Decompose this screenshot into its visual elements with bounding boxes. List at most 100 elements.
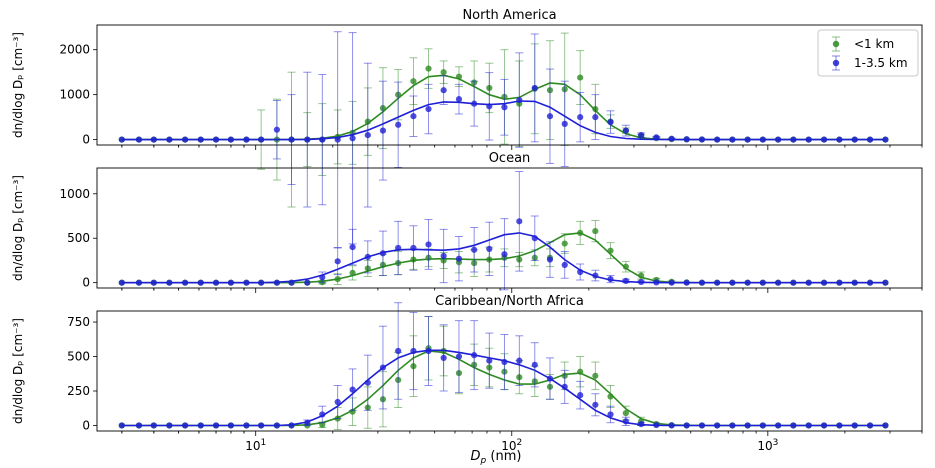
data-point: [653, 134, 660, 141]
data-point: [334, 136, 341, 143]
y-tick-label: 0: [82, 418, 90, 432]
data-point: [486, 245, 493, 252]
data-point: [638, 278, 645, 286]
data-point: [243, 136, 250, 143]
data-point: [150, 136, 157, 143]
data-point: [698, 422, 706, 429]
legend-box: [817, 29, 919, 77]
y-tick-label: 500: [67, 231, 90, 245]
panel-2: Ocean 0 500 1000 dn/dlog Dₚ [cm⁻³]: [11, 151, 923, 293]
data-point: [607, 393, 614, 400]
data-point: [349, 244, 356, 251]
data-point: [243, 279, 250, 286]
data-point: [455, 96, 463, 103]
data-point: [592, 401, 599, 408]
data-point: [395, 244, 402, 252]
data-point: [531, 84, 538, 92]
series-1-3-5km: [118, 171, 889, 291]
data-point: [486, 357, 493, 364]
y-tick-label: 250: [67, 384, 90, 398]
data-point: [744, 279, 751, 286]
data-point: [851, 422, 858, 429]
legend-marker: [832, 40, 840, 48]
data-point: [334, 276, 341, 283]
data-point: [577, 74, 584, 81]
data-point: [455, 353, 463, 360]
data-point: [592, 114, 599, 121]
data-point: [410, 244, 417, 252]
data-point: [607, 247, 614, 254]
data-point: [607, 118, 614, 126]
data-point: [714, 279, 721, 286]
axes-frame: [96, 167, 923, 289]
data-point: [805, 279, 812, 286]
data-point: [638, 132, 645, 139]
data-point: [866, 279, 874, 286]
legend: <1 km 1-3.5 km: [817, 29, 919, 77]
data-point: [258, 136, 265, 143]
data-point: [197, 422, 204, 429]
data-point: [197, 279, 204, 286]
data-point: [501, 358, 508, 366]
data-point: [182, 422, 189, 429]
data-point: [851, 136, 858, 143]
data-point: [668, 422, 675, 429]
data-point: [288, 136, 295, 143]
data-point: [683, 422, 690, 429]
y-axis-label: dn/dlog Dₚ [cm⁻³]: [11, 32, 25, 138]
panel-title: North America: [462, 8, 556, 23]
x-axis-label-main: D: [471, 449, 481, 464]
data-point: [425, 65, 432, 72]
data-point: [820, 422, 828, 429]
data-point: [638, 272, 645, 279]
data-point: [304, 419, 311, 426]
y-tick-label: 0: [82, 276, 90, 290]
legend-label: 1-3.5 km: [854, 56, 908, 70]
legend-marker: [832, 59, 840, 67]
data-point: [118, 422, 125, 429]
data-point: [288, 279, 295, 286]
data-point: [698, 136, 706, 143]
data-point: [882, 136, 889, 143]
data-point: [607, 276, 614, 283]
data-point: [212, 422, 220, 429]
data-point: [729, 136, 736, 143]
data-point: [197, 136, 204, 143]
data-point: [592, 272, 599, 279]
data-point: [410, 113, 417, 120]
axes-frame: [96, 24, 923, 146]
data-point: [349, 269, 356, 276]
data-point: [531, 361, 538, 368]
data-point: [836, 422, 843, 429]
data-point: [425, 241, 432, 248]
data-point: [882, 279, 889, 286]
data-point: [577, 229, 584, 236]
x-tick-label: 102: [501, 438, 522, 453]
data-point: [622, 263, 629, 270]
data-point: [577, 268, 584, 276]
data-point: [118, 136, 125, 143]
data-point: [304, 279, 311, 286]
data-point: [273, 279, 281, 286]
data-point: [212, 279, 220, 286]
data-point: [683, 279, 690, 286]
y-axis-label: dn/dlog Dₚ [cm⁻³]: [11, 318, 25, 424]
x-tick-label: 103: [757, 438, 778, 453]
fit-line: [121, 100, 886, 141]
data-point: [759, 422, 766, 429]
data-point: [182, 136, 189, 143]
data-point: [118, 279, 125, 286]
data-point: [166, 279, 173, 286]
data-point: [395, 121, 402, 128]
data-point: [349, 135, 356, 142]
data-point: [379, 250, 387, 257]
data-point: [836, 279, 843, 286]
data-point: [577, 392, 584, 399]
data-point: [546, 113, 554, 120]
series-below-1km: [118, 316, 889, 431]
data-point: [166, 136, 173, 143]
data-point: [851, 279, 858, 286]
data-point: [561, 383, 568, 390]
data-point: [486, 103, 493, 110]
